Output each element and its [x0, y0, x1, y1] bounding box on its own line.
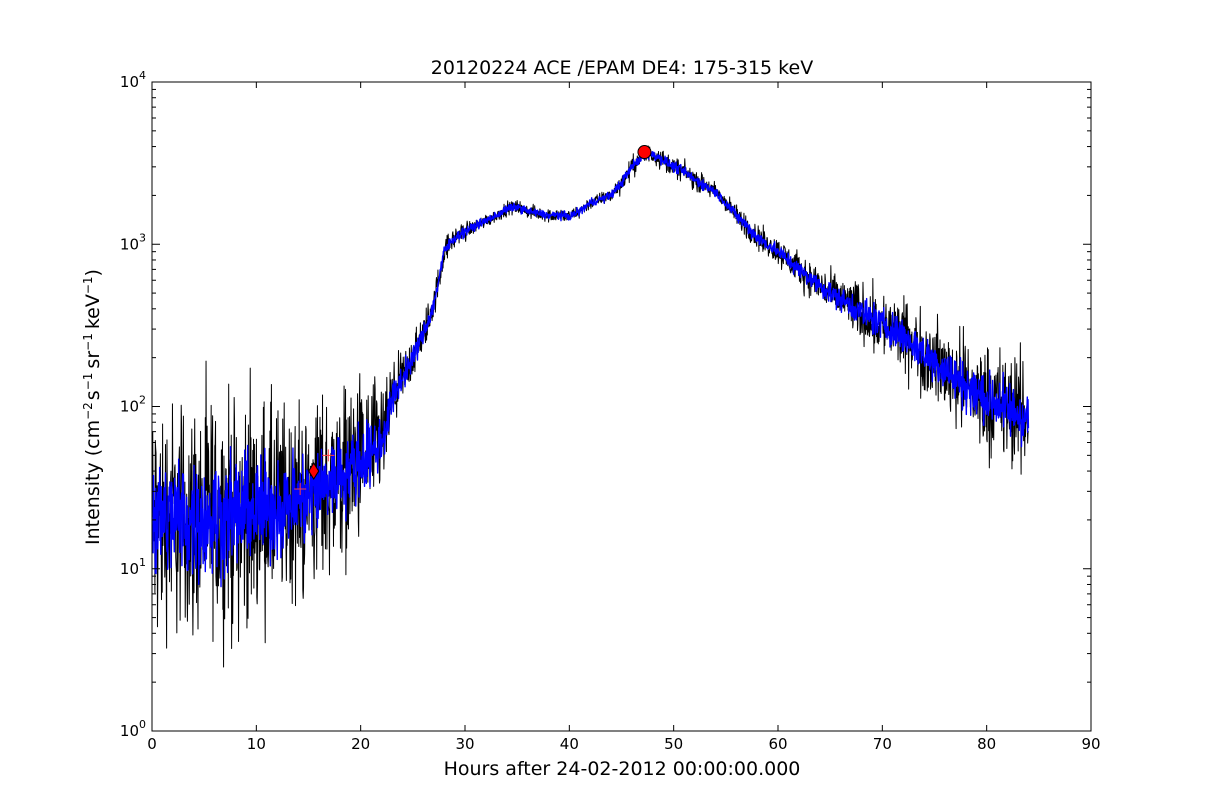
- y-tick-label: 100: [120, 718, 146, 740]
- marker-layer: [294, 145, 652, 496]
- onset-diamond: [308, 462, 320, 481]
- plot-background: [152, 82, 1091, 731]
- x-tick-label: 80: [977, 735, 996, 753]
- x-tick-label: 10: [247, 735, 266, 753]
- x-tick-label: 60: [768, 735, 787, 753]
- x-tick-label: 70: [873, 735, 892, 753]
- plus-marker-1: [294, 483, 307, 496]
- x-tick-label: 20: [351, 735, 370, 753]
- plus-marker-2: [322, 449, 335, 462]
- chart-title: 20120224 ACE /EPAM DE4: 175-315 keV: [431, 57, 813, 79]
- y-tick-label: 104: [120, 69, 146, 91]
- x-tick-label: 90: [1081, 735, 1100, 753]
- y-tick-label: 101: [120, 556, 146, 578]
- plot-area: [152, 82, 1091, 731]
- series-layer: [151, 145, 1030, 668]
- x-axis: 0 10 20 30 40 50 60 70 80 90: [147, 82, 1101, 753]
- peak-circle: [637, 145, 652, 160]
- y-tick-label: 102: [120, 394, 146, 416]
- x-tick-label: 40: [560, 735, 579, 753]
- x-tick-label: 50: [664, 735, 683, 753]
- y-axis-label: Intensity (cm−2s−1sr−1keV−1): [81, 269, 104, 545]
- x-tick-label: 30: [455, 735, 474, 753]
- series-line-smoothed: [151, 150, 1030, 588]
- x-tick-label: 0: [147, 735, 157, 753]
- x-axis-label: Hours after 24-02-2012 00:00:00.000: [444, 758, 801, 780]
- y-axis: 100 101 102 103 104: [120, 69, 1091, 740]
- y-tick-label: 103: [120, 231, 146, 253]
